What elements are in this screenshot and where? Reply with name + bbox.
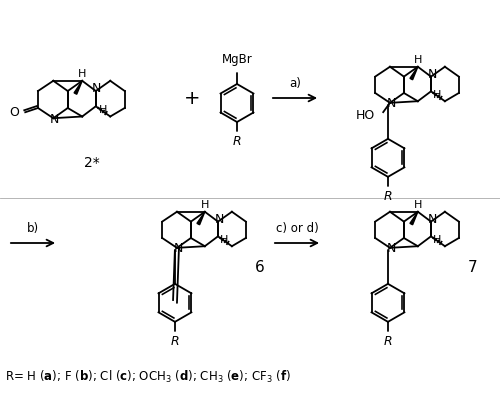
Text: H: H bbox=[98, 105, 107, 115]
Text: O: O bbox=[10, 106, 19, 119]
Polygon shape bbox=[74, 81, 82, 94]
Polygon shape bbox=[197, 212, 205, 225]
Text: H: H bbox=[434, 235, 442, 244]
Text: H: H bbox=[434, 90, 442, 100]
Text: b): b) bbox=[27, 222, 39, 235]
Text: R: R bbox=[384, 190, 392, 203]
Text: R: R bbox=[232, 135, 241, 148]
Text: N: N bbox=[92, 83, 102, 95]
Text: N: N bbox=[428, 68, 436, 81]
Text: 2*: 2* bbox=[84, 156, 100, 170]
Polygon shape bbox=[410, 212, 418, 225]
Text: N: N bbox=[174, 242, 182, 255]
Text: H: H bbox=[78, 69, 86, 79]
Text: N: N bbox=[428, 213, 436, 226]
Text: 7: 7 bbox=[468, 261, 478, 275]
Text: H: H bbox=[414, 55, 422, 65]
Text: +: + bbox=[184, 88, 200, 108]
Text: a): a) bbox=[289, 77, 301, 90]
Polygon shape bbox=[410, 67, 418, 80]
Text: HO: HO bbox=[356, 108, 375, 122]
Text: R: R bbox=[170, 335, 179, 348]
Text: c) or d): c) or d) bbox=[276, 222, 318, 235]
Text: N: N bbox=[386, 97, 396, 110]
Text: H: H bbox=[414, 200, 422, 210]
Text: N: N bbox=[386, 242, 396, 255]
Text: H: H bbox=[200, 200, 209, 210]
Text: N: N bbox=[50, 113, 59, 126]
Text: MgBr: MgBr bbox=[222, 53, 252, 66]
Text: H: H bbox=[220, 235, 228, 244]
Text: 6: 6 bbox=[255, 261, 265, 275]
Text: R= H ($\mathbf{a}$); F ($\mathbf{b}$); Cl ($\mathbf{c}$); OCH$_3$ ($\mathbf{d}$): R= H ($\mathbf{a}$); F ($\mathbf{b}$); C… bbox=[5, 369, 291, 385]
Text: N: N bbox=[214, 213, 224, 226]
Text: R: R bbox=[384, 335, 392, 348]
